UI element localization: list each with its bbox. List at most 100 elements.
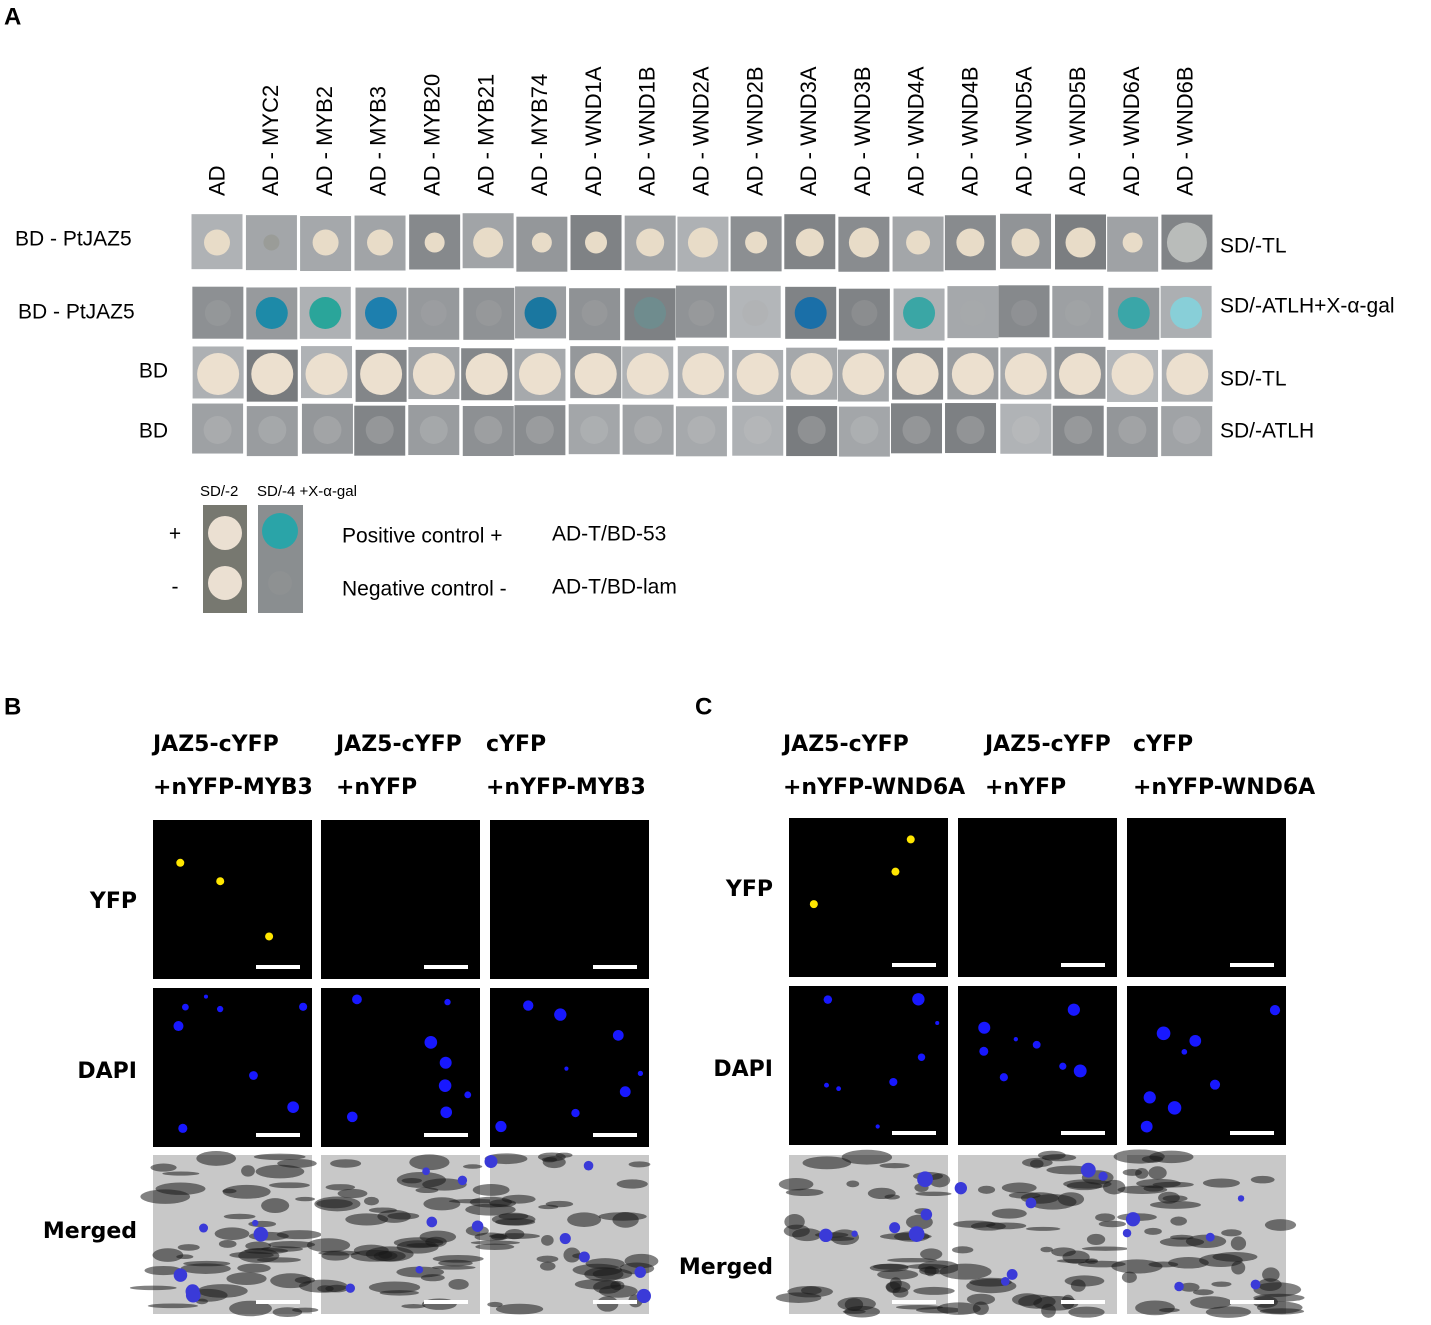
texture bbox=[913, 1286, 955, 1295]
row-label: Merged bbox=[43, 1219, 137, 1244]
colony-tile bbox=[192, 286, 244, 339]
texture bbox=[1135, 1300, 1175, 1316]
colony bbox=[795, 228, 824, 257]
yfp-spot bbox=[906, 835, 915, 844]
texture bbox=[1040, 1246, 1053, 1253]
texture bbox=[177, 1244, 200, 1251]
texture bbox=[936, 1302, 981, 1315]
nucleus bbox=[1080, 1162, 1096, 1178]
nucleus bbox=[1006, 1268, 1018, 1280]
nucleus bbox=[1209, 1079, 1221, 1090]
nucleus bbox=[636, 1288, 651, 1304]
texture bbox=[237, 1263, 271, 1273]
nucleus bbox=[1181, 1048, 1188, 1055]
texture bbox=[616, 1179, 648, 1189]
colony bbox=[1170, 297, 1203, 329]
nucleus bbox=[422, 1167, 430, 1176]
nucleus bbox=[252, 1219, 259, 1227]
column-header: AD - MYB2 bbox=[312, 86, 337, 196]
colony bbox=[585, 231, 608, 254]
nucleus bbox=[1143, 1091, 1156, 1104]
nucleus bbox=[249, 1071, 258, 1080]
colony bbox=[518, 353, 561, 395]
panel-label: C bbox=[695, 693, 712, 720]
texture bbox=[1230, 1236, 1247, 1251]
nucleus bbox=[824, 1082, 829, 1088]
texture bbox=[1256, 1301, 1303, 1314]
nucleus bbox=[935, 1020, 940, 1026]
texture bbox=[1111, 1259, 1163, 1274]
nucleus bbox=[1140, 1120, 1153, 1133]
colony-tile bbox=[622, 404, 674, 455]
texture bbox=[1190, 1296, 1232, 1309]
nucleus bbox=[178, 1123, 188, 1133]
row-label: DAPI bbox=[713, 1057, 773, 1082]
nucleus bbox=[464, 1091, 472, 1099]
colony bbox=[1064, 416, 1093, 444]
texture bbox=[892, 1287, 909, 1298]
column-header: AD - WND3B bbox=[850, 66, 875, 196]
nucleus bbox=[1013, 1037, 1018, 1042]
texture bbox=[378, 1251, 393, 1259]
texture bbox=[977, 1185, 996, 1194]
medium-label: SD/-ATLH bbox=[1220, 420, 1314, 443]
texture bbox=[222, 1184, 271, 1199]
colony bbox=[626, 353, 669, 395]
colony-tile bbox=[1052, 285, 1104, 338]
nucleus bbox=[978, 1021, 991, 1034]
nucleus bbox=[182, 1003, 189, 1011]
texture bbox=[538, 1204, 559, 1210]
texture bbox=[1149, 1150, 1194, 1164]
colony-tile bbox=[1000, 403, 1052, 454]
texture bbox=[401, 1304, 426, 1309]
texture bbox=[920, 1248, 943, 1260]
colony bbox=[1118, 416, 1147, 444]
texture bbox=[261, 1198, 290, 1214]
colony bbox=[305, 353, 348, 395]
column-header: AD - WND1B bbox=[635, 66, 660, 196]
texture bbox=[1028, 1194, 1077, 1210]
texture bbox=[325, 1184, 356, 1191]
nucleus bbox=[1167, 1101, 1182, 1115]
colony-tile bbox=[838, 406, 890, 457]
texture bbox=[337, 1188, 368, 1199]
colony bbox=[364, 297, 397, 329]
colony bbox=[1004, 353, 1047, 395]
texture bbox=[1018, 1294, 1056, 1309]
nucleus bbox=[347, 1111, 358, 1123]
nucleus bbox=[912, 993, 925, 1006]
texture bbox=[463, 1164, 483, 1169]
colony bbox=[360, 353, 403, 395]
nucleus bbox=[954, 1181, 967, 1195]
colony-tile bbox=[1161, 406, 1213, 457]
colony bbox=[742, 300, 769, 326]
nucleus bbox=[173, 1021, 184, 1032]
column-header: JAZ5-cYFP bbox=[781, 732, 909, 757]
nucleus bbox=[1032, 1040, 1041, 1049]
texture bbox=[802, 1156, 852, 1170]
colony bbox=[1166, 353, 1209, 395]
texture bbox=[785, 1188, 824, 1197]
colony bbox=[465, 353, 508, 395]
nucleus bbox=[471, 1220, 484, 1232]
nucleus bbox=[851, 1230, 858, 1237]
colony-tile bbox=[998, 285, 1050, 338]
texture bbox=[306, 1238, 351, 1253]
colony bbox=[688, 300, 715, 326]
texture bbox=[563, 1247, 581, 1263]
colony bbox=[634, 297, 667, 329]
micrograph bbox=[321, 988, 480, 1147]
texture bbox=[1095, 1213, 1116, 1222]
nucleus bbox=[203, 994, 208, 999]
column-header: AD - WND4B bbox=[958, 66, 983, 196]
texture bbox=[406, 1243, 436, 1248]
texture bbox=[475, 1243, 515, 1251]
nucleus bbox=[917, 1171, 933, 1188]
texture bbox=[432, 1265, 476, 1270]
texture bbox=[842, 1309, 866, 1314]
texture bbox=[409, 1154, 450, 1171]
column-header: AD bbox=[204, 165, 229, 196]
row-label: Merged bbox=[679, 1255, 773, 1280]
nucleus bbox=[1000, 1276, 1010, 1286]
colony bbox=[204, 300, 231, 326]
